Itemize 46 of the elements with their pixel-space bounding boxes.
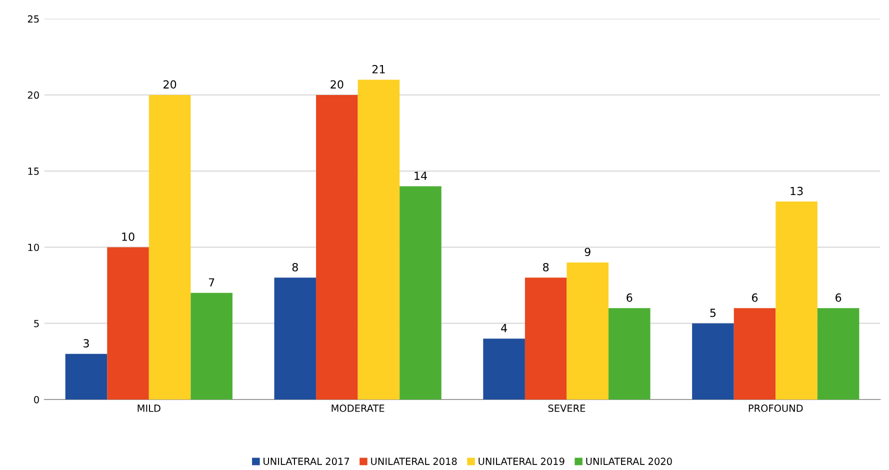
bar [274,278,316,400]
x-tick-label: MODERATE [332,404,384,412]
data-label: 6 [836,293,842,302]
bar [65,354,108,400]
legend-label: UNILATERAL 2017 [264,458,350,466]
bar [358,80,400,400]
bar [524,278,567,400]
data-label: 7 [208,278,214,286]
bar [316,94,358,400]
data-label: 21 [372,64,385,74]
bar [148,94,191,400]
x-tick-label: MILD [138,404,160,412]
x-tick-label: SEVERE [548,404,586,412]
bar [566,262,609,400]
bar [483,338,525,400]
data-label: 10 [122,232,134,241]
data-label: 13 [790,186,803,196]
bar [608,308,650,400]
data-label: 6 [626,293,632,302]
data-label: 8 [543,262,549,272]
y-tick-label: 15 [28,168,39,175]
x-tick-label: PROFOUND [748,404,803,412]
data-label: 20 [164,80,176,89]
bar [107,247,149,400]
legend-label: UNILATERAL 2019 [478,458,564,466]
y-tick-label: 0 [34,396,39,404]
bar [400,186,442,400]
y-tick-label: 25 [28,15,39,23]
data-label: 9 [584,248,590,256]
bar [817,308,860,400]
data-label: 6 [752,293,758,302]
y-tick-label: 10 [28,244,39,252]
data-label: 8 [292,262,298,272]
y-tick-label: 5 [34,320,39,328]
data-label: 14 [414,172,427,180]
legend-label: UNILATERAL 2018 [371,458,457,466]
bar [734,308,776,400]
data-label: 4 [501,324,507,332]
data-label: 20 [330,80,344,89]
bar [190,292,232,400]
legend-label: UNILATERAL 2020 [586,458,672,466]
y-tick-label: 20 [28,91,39,99]
data-label: 3 [84,339,89,348]
bar [776,202,818,400]
bar [692,323,734,400]
data-label: 5 [710,308,716,318]
